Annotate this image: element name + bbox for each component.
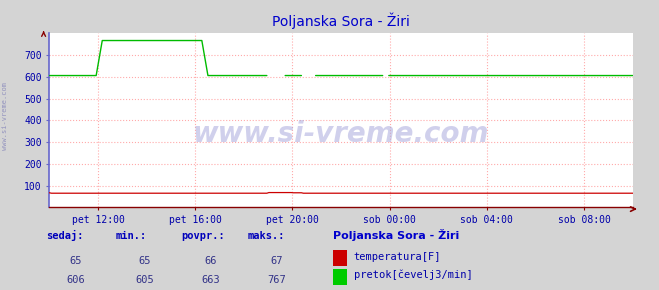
Text: 767: 767	[268, 275, 286, 285]
Text: 66: 66	[205, 256, 217, 266]
Text: temperatura[F]: temperatura[F]	[354, 251, 442, 262]
Text: 65: 65	[70, 256, 82, 266]
Text: pretok[čevelj3/min]: pretok[čevelj3/min]	[354, 270, 473, 280]
Text: 606: 606	[67, 275, 85, 285]
Text: www.si-vreme.com: www.si-vreme.com	[2, 82, 9, 150]
Text: 605: 605	[136, 275, 154, 285]
Text: 67: 67	[271, 256, 283, 266]
Text: min.:: min.:	[115, 231, 146, 241]
Text: povpr.:: povpr.:	[181, 231, 225, 241]
Title: Poljanska Sora - Žiri: Poljanska Sora - Žiri	[272, 13, 410, 29]
Text: 65: 65	[139, 256, 151, 266]
Text: Poljanska Sora - Žiri: Poljanska Sora - Žiri	[333, 229, 459, 241]
Text: maks.:: maks.:	[247, 231, 285, 241]
Text: 663: 663	[202, 275, 220, 285]
Text: sedaj:: sedaj:	[46, 230, 84, 241]
Text: www.si-vreme.com: www.si-vreme.com	[193, 120, 489, 148]
